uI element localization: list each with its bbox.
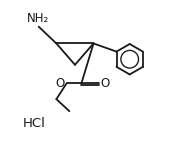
Text: HCl: HCl: [23, 117, 46, 130]
Text: O: O: [56, 77, 65, 90]
Text: O: O: [101, 77, 110, 90]
Text: NH₂: NH₂: [27, 12, 49, 24]
